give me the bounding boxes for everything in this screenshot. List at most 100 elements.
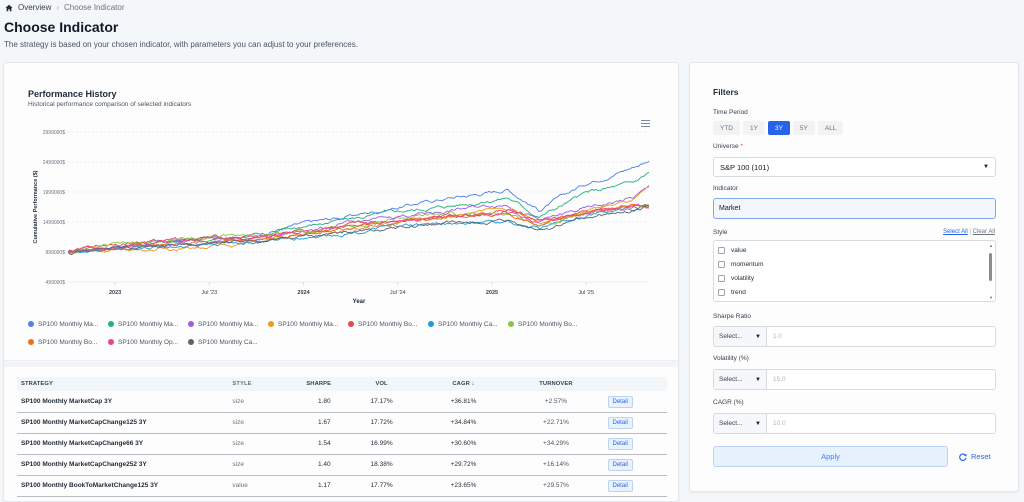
- legend-item[interactable]: SP100 Monthly Ma...: [108, 321, 188, 328]
- chevron-down-icon: ▼: [983, 164, 989, 170]
- table-row[interactable]: SP100 Monthly BookToMarketChange125 3Y va…: [17, 475, 667, 497]
- indicator-input[interactable]: Market: [713, 198, 996, 219]
- legend-item[interactable]: SP100 Monthly Ca...: [428, 321, 508, 328]
- col-sharpe[interactable]: SHARPE: [306, 381, 332, 387]
- style-option-label: volatility: [731, 274, 755, 282]
- legend-item[interactable]: SP100 Monthly Bo...: [28, 339, 108, 346]
- style-option-momentum[interactable]: momentum: [714, 257, 995, 271]
- strategy-turnover: +34.29%: [508, 433, 604, 455]
- checkbox[interactable]: [718, 288, 725, 296]
- legend-item[interactable]: SP100 Monthly Ca...: [188, 339, 268, 346]
- style-select-links: Select All | Clear All: [943, 229, 995, 235]
- strategy-cagr: +34.84%: [418, 412, 509, 434]
- reset-button[interactable]: Reset: [959, 452, 991, 461]
- strategy-sharpe: 1.40: [302, 454, 345, 476]
- period-ytd[interactable]: YTD: [713, 121, 740, 135]
- detail-button[interactable]: Detail: [607, 395, 633, 408]
- operator-value: Select...: [719, 376, 743, 383]
- sharpe-operator-select[interactable]: Select... ▼: [714, 327, 767, 346]
- operator-value: Select...: [719, 420, 743, 427]
- action-cell: Detail: [603, 433, 667, 455]
- period-5y[interactable]: 5Y: [792, 121, 815, 135]
- table-row[interactable]: SP100 Monthly MarketCap 3Y size 1.80 17.17%…: [17, 391, 667, 413]
- strategy-sharpe: 1.80: [302, 391, 345, 413]
- col-turnover[interactable]: TURNOVER: [539, 381, 573, 387]
- chevron-right-icon: ›: [56, 3, 60, 12]
- universe-select[interactable]: S&P 100 (101) ▼: [713, 157, 996, 177]
- detail-button[interactable]: Detail: [607, 417, 633, 429]
- table-row[interactable]: SP100 Monthly MarketCapChange252 3Y size 1…: [17, 454, 667, 476]
- scrollbar-thumb[interactable]: [989, 253, 992, 281]
- style-option-partial[interactable]: [714, 299, 995, 301]
- y-axis-label: Cumulative Performance ($): [33, 170, 39, 243]
- scroll-down-arrow-icon[interactable]: ▼: [989, 295, 993, 300]
- checkbox[interactable]: [718, 260, 725, 268]
- table-row[interactable]: SP100 Monthly MarketCapChange66 3Y size 1.…: [17, 433, 667, 455]
- scroll-up-arrow-icon[interactable]: ▲: [989, 243, 993, 248]
- table-row[interactable]: SP100 Monthly MarketCapChange125 3Y size 1…: [17, 412, 667, 434]
- strategy-turnover: +29.57%: [508, 475, 604, 497]
- y-tick-label: 2499000$: [43, 160, 65, 166]
- style-option-volatility[interactable]: volatility: [714, 271, 995, 285]
- refresh-icon: [959, 452, 967, 461]
- legend-marker: [508, 321, 514, 327]
- breadcrumb-overview[interactable]: Overview: [18, 3, 52, 12]
- col-style[interactable]: STYLE: [232, 381, 252, 387]
- chevron-down-icon: ▼: [755, 420, 761, 427]
- period-3y[interactable]: 3Y: [767, 121, 790, 135]
- action-cell: Detail: [603, 412, 667, 434]
- action-cell: Detail: [603, 475, 667, 497]
- legend-item[interactable]: SP100 Monthly Bo...: [508, 321, 588, 328]
- legend-item[interactable]: SP100 Monthly Op...: [108, 339, 188, 346]
- strategy-name: SP100 Monthly MarketCapChange66 3Y: [17, 433, 229, 455]
- home-icon[interactable]: [5, 4, 13, 12]
- strategy-style: size: [228, 412, 303, 434]
- select-all-link[interactable]: Select All: [943, 229, 968, 235]
- legend-item[interactable]: SP100 Monthly Bo...: [348, 321, 428, 328]
- x-tick-label: 2023: [109, 290, 121, 296]
- y-tick-label: 1499000$: [43, 220, 65, 226]
- sharpe-label: Sharpe Ratio: [713, 313, 751, 320]
- volatility-operator-select[interactable]: Select... ▼: [714, 370, 767, 389]
- checkbox[interactable]: [718, 246, 725, 254]
- legend-item[interactable]: SP100 Monthly Ma...: [188, 321, 268, 328]
- legend-marker: [268, 321, 274, 327]
- x-axis-label: Year: [353, 299, 366, 305]
- y-tick-label: 499000$: [46, 280, 66, 286]
- checkbox[interactable]: [718, 274, 725, 282]
- detail-button[interactable]: Detail: [607, 480, 633, 492]
- cagr-operator-select[interactable]: Select... ▼: [714, 414, 767, 433]
- legend-item[interactable]: SP100 Monthly Ma...: [28, 321, 108, 328]
- apply-button[interactable]: Apply: [713, 446, 948, 467]
- strategy-sharpe: 1.17: [302, 475, 345, 497]
- clear-all-link[interactable]: Clear All: [972, 229, 995, 235]
- legend-item[interactable]: SP100 Monthly Ma...: [268, 321, 348, 328]
- style-option-trend[interactable]: trend: [714, 285, 995, 299]
- strategy-vol: 18.38%: [344, 454, 419, 476]
- chart-legend: SP100 Monthly Ma... SP100 Monthly Ma... SP…: [28, 315, 668, 351]
- period-1y[interactable]: 1Y: [743, 121, 765, 135]
- detail-button[interactable]: Detail: [607, 438, 633, 450]
- col-vol[interactable]: VOL: [375, 381, 388, 387]
- cagr-value-input[interactable]: 10.0: [773, 420, 786, 427]
- sharpe-value-input[interactable]: 1.0: [773, 333, 783, 340]
- strategy-turnover: +22.71%: [508, 412, 604, 434]
- series-line: [67, 203, 650, 253]
- breadcrumb-current: Choose Indicator: [64, 3, 125, 12]
- volatility-value-input[interactable]: 15.0: [773, 376, 786, 383]
- legend-label: SP100 Monthly Ca...: [438, 320, 498, 328]
- col-strategy[interactable]: STRATEGY: [21, 381, 53, 387]
- page-subtitle: The strategy is based on your chosen ind…: [4, 40, 358, 49]
- sharpe-filter: Select... ▼ 1.0: [713, 326, 996, 347]
- hamburger-menu-icon[interactable]: [641, 120, 650, 127]
- col-cagr[interactable]: CAGR ↓: [452, 381, 475, 387]
- indicator-label: Indicator: [713, 185, 738, 192]
- style-label: Style: [713, 229, 728, 236]
- strategy-sharpe: 1.67: [302, 412, 345, 434]
- detail-button[interactable]: Detail: [607, 459, 633, 471]
- series-line: [67, 171, 650, 254]
- style-option-value[interactable]: value: [714, 243, 995, 257]
- series-line: [67, 205, 650, 254]
- time-period-group: YTD 1Y 3Y 5Y ALL: [713, 121, 844, 135]
- period-all[interactable]: ALL: [817, 121, 844, 135]
